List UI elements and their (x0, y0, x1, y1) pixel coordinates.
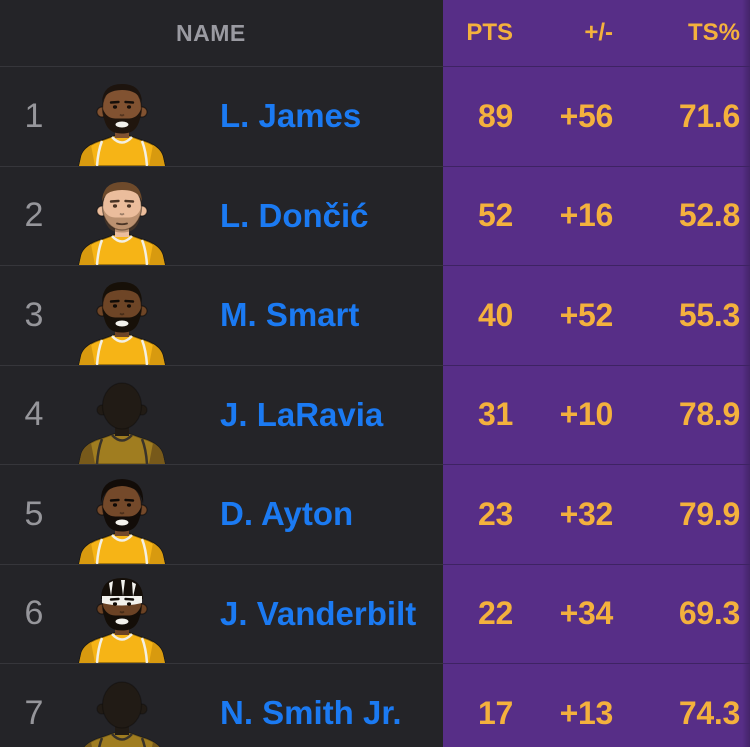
player-row[interactable]: 3 M. Smart 40 +52 55.3 (0, 265, 750, 365)
column-header-pts[interactable]: PTS (466, 19, 513, 46)
player-row[interactable]: 7 N. Smith Jr. 17 +13 74.3 (0, 663, 750, 747)
table-body: 1 L. James 89 +56 71.6 2 L. Dončić 52 +1… (0, 66, 750, 747)
table-header: NAME PTS +/- TS% (0, 0, 750, 66)
stat-pts: 40 (478, 296, 513, 333)
stat-pts: 31 (478, 396, 513, 433)
player-portrait-icon (68, 465, 176, 564)
stat-plusminus: +13 (559, 694, 614, 731)
player-row[interactable]: 4 J. LaRavia 31 +10 78.9 (0, 364, 750, 464)
player-row[interactable]: 5 D. Ayton 23 +32 79.9 (0, 464, 750, 564)
stat-plusminus: +34 (559, 595, 614, 632)
player-portrait-icon (68, 266, 176, 365)
player-name[interactable]: N. Smith Jr. (220, 694, 402, 732)
table-header-stats: PTS +/- TS% (443, 0, 750, 66)
stat-plusminus: +32 (559, 495, 614, 532)
rank-label: 5 (24, 494, 44, 533)
stat-ts: 52.8 (678, 197, 740, 234)
player-portrait-icon (68, 565, 176, 663)
player-row[interactable]: 6 J. Vanderbilt 22 +34 69.3 (0, 563, 750, 663)
stat-pts: 17 (478, 694, 513, 731)
player-name[interactable]: L. James (220, 97, 362, 135)
player-row[interactable]: 1 L. James 89 +56 71.6 (0, 66, 750, 166)
player-portrait-icon (68, 67, 176, 166)
stat-pts: 22 (478, 595, 513, 632)
player-row[interactable]: 2 L. Dončić 52 +16 52.8 (0, 165, 750, 265)
stat-plusminus: +56 (559, 97, 614, 134)
rank-label: 1 (24, 96, 44, 135)
stat-ts: 55.3 (678, 296, 740, 333)
column-header-name[interactable]: NAME (176, 19, 246, 46)
player-name[interactable]: J. LaRavia (220, 395, 384, 433)
player-portrait-icon (68, 167, 176, 265)
rank-label: 4 (24, 395, 44, 434)
stat-ts: 78.9 (678, 396, 740, 433)
rank-label: 2 (24, 196, 44, 235)
stat-pts: 23 (478, 495, 513, 532)
stat-pts: 52 (478, 197, 513, 234)
stat-ts: 74.3 (678, 694, 740, 731)
player-silhouette-icon (68, 366, 176, 464)
stat-ts: 69.3 (678, 595, 740, 632)
rank-label: 6 (24, 594, 44, 633)
table-header-left: NAME (0, 0, 443, 66)
player-silhouette-icon (68, 664, 176, 747)
stat-ts: 71.6 (678, 97, 740, 134)
stat-plusminus: +16 (559, 197, 614, 234)
column-header-plusminus[interactable]: +/- (584, 19, 613, 46)
stat-pts: 89 (478, 97, 513, 134)
stat-plusminus: +10 (559, 396, 614, 433)
stat-ts: 79.9 (678, 495, 740, 532)
player-name[interactable]: L. Dončić (220, 196, 369, 234)
player-name[interactable]: M. Smart (220, 296, 360, 334)
player-name[interactable]: D. Ayton (220, 495, 354, 533)
rank-label: 7 (24, 693, 44, 732)
rank-label: 3 (24, 295, 44, 334)
stat-plusminus: +52 (559, 296, 614, 333)
column-header-ts[interactable]: TS% (687, 19, 740, 46)
player-name[interactable]: J. Vanderbilt (220, 594, 417, 632)
